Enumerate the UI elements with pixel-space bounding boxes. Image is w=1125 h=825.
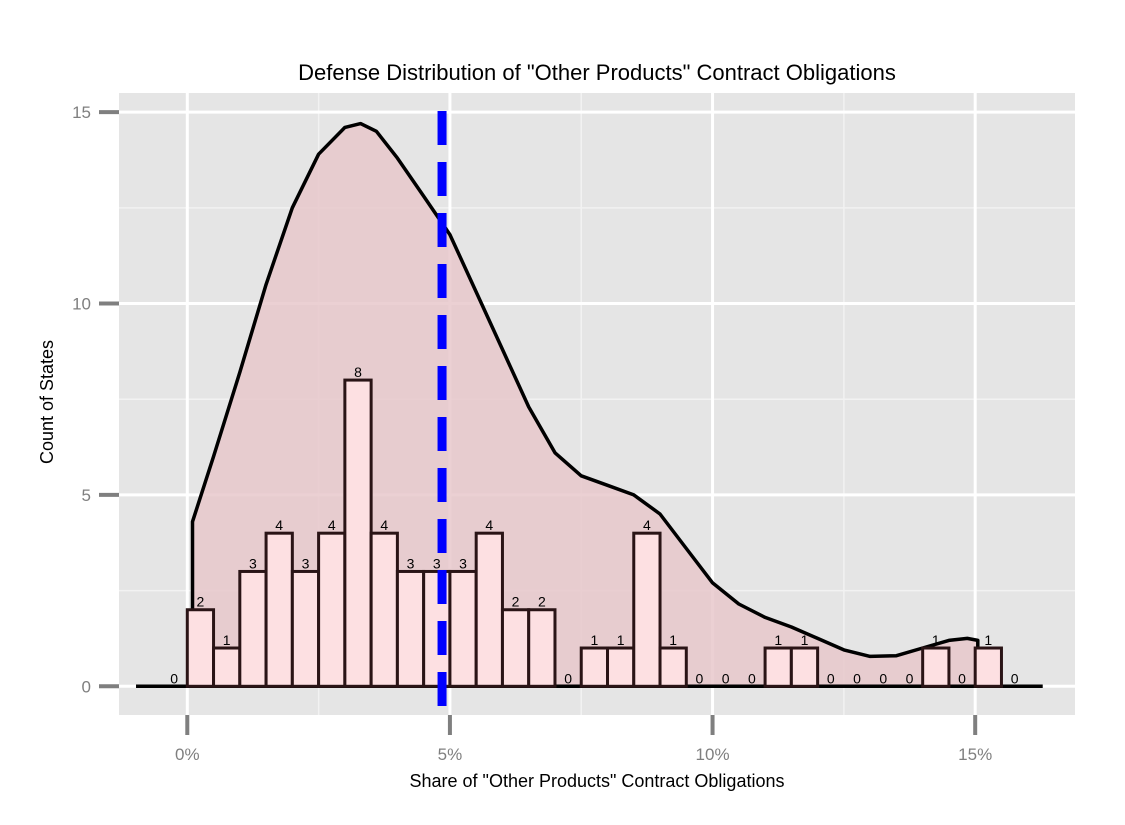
histogram-bar <box>343 378 373 688</box>
bar-count-label: 4 <box>328 517 336 533</box>
bar-count-label: 0 <box>879 670 887 686</box>
histogram-bar <box>658 646 688 688</box>
bar-count-label: 2 <box>197 594 205 610</box>
bar-count-label: 1 <box>932 632 940 648</box>
y-axis-title: Count of States <box>37 340 57 464</box>
histogram-bar <box>448 569 478 688</box>
density-curve <box>190 121 980 687</box>
y-tick-label: 0 <box>82 677 91 696</box>
histogram-bar <box>606 646 636 688</box>
y-axis-tick-labels: 0 5 10 15 <box>72 103 91 696</box>
histogram-bar <box>395 569 426 688</box>
bar-count-label: 0 <box>827 670 835 686</box>
histogram-bar <box>264 531 294 688</box>
histogram-bar <box>921 646 951 688</box>
bar-count-label: 0 <box>906 670 914 686</box>
y-tick-label: 10 <box>72 295 91 314</box>
bar-count-label: 1 <box>774 632 782 648</box>
bar-count-label: 0 <box>1011 670 1019 686</box>
bar-count-label: 3 <box>459 555 467 571</box>
histogram-bar <box>527 608 557 688</box>
bar-count-label: 2 <box>512 594 520 610</box>
histogram-bar <box>973 646 1003 688</box>
bar-count-label: 8 <box>354 364 362 380</box>
bar-count-label: 1 <box>590 632 598 648</box>
y-tick-label: 5 <box>82 486 91 505</box>
histogram-bar <box>579 646 610 688</box>
bar-count-label: 0 <box>722 670 730 686</box>
chart-title: Defense Distribution of "Other Products"… <box>298 60 896 85</box>
bar-count-label: 1 <box>617 632 625 648</box>
bar-count-label: 1 <box>984 632 992 648</box>
histogram-bar <box>238 569 268 688</box>
histogram-bar <box>212 646 242 688</box>
histogram-bar <box>185 608 216 688</box>
bar-count-label: 3 <box>433 555 441 571</box>
bar-count-label: 4 <box>275 517 283 533</box>
x-tick-label: 0% <box>175 745 200 764</box>
bar-count-label: 4 <box>380 517 388 533</box>
histogram-bar <box>290 569 321 688</box>
x-axis-tick-labels: 0% 5% 10% 15% <box>175 745 992 764</box>
x-tick-label: 10% <box>696 745 730 764</box>
histogram-bar <box>632 531 662 688</box>
bar-count-label: 1 <box>223 632 231 648</box>
bar-count-label: 3 <box>302 555 310 571</box>
bar-count-label: 4 <box>643 517 651 533</box>
histogram-bar <box>763 646 793 688</box>
histogram-bar <box>317 531 347 688</box>
bar-count-label: 0 <box>958 670 966 686</box>
bar-count-label: 0 <box>564 670 572 686</box>
histogram-bar <box>500 608 531 688</box>
bar-count-label: 1 <box>669 632 677 648</box>
x-tick-label: 15% <box>958 745 992 764</box>
y-tick-label: 15 <box>72 103 91 122</box>
axis-ticks <box>99 110 978 735</box>
histogram-bar <box>474 531 504 688</box>
histogram-bar <box>369 531 399 688</box>
bar-count-label: 1 <box>801 632 809 648</box>
bar-count-label: 3 <box>249 555 257 571</box>
x-axis-title: Share of "Other Products" Contract Oblig… <box>410 771 785 791</box>
bar-count-labels: 0 2 1 3 4 3 4 8 4 3 3 3 4 2 2 0 1 1 4 1 0 0 0 1 1 0 0 0 0 1 0 1 0 <box>170 364 1018 686</box>
bar-count-label: 0 <box>170 670 178 686</box>
histogram-bars <box>185 378 1003 688</box>
bar-count-label: 2 <box>538 594 546 610</box>
x-tick-label: 5% <box>438 745 463 764</box>
bar-count-label: 4 <box>485 517 493 533</box>
bar-count-label: 0 <box>853 670 861 686</box>
bar-count-label: 0 <box>748 670 756 686</box>
bar-count-label: 0 <box>696 670 704 686</box>
histogram-bar <box>789 646 820 688</box>
bar-count-label: 3 <box>407 555 415 571</box>
